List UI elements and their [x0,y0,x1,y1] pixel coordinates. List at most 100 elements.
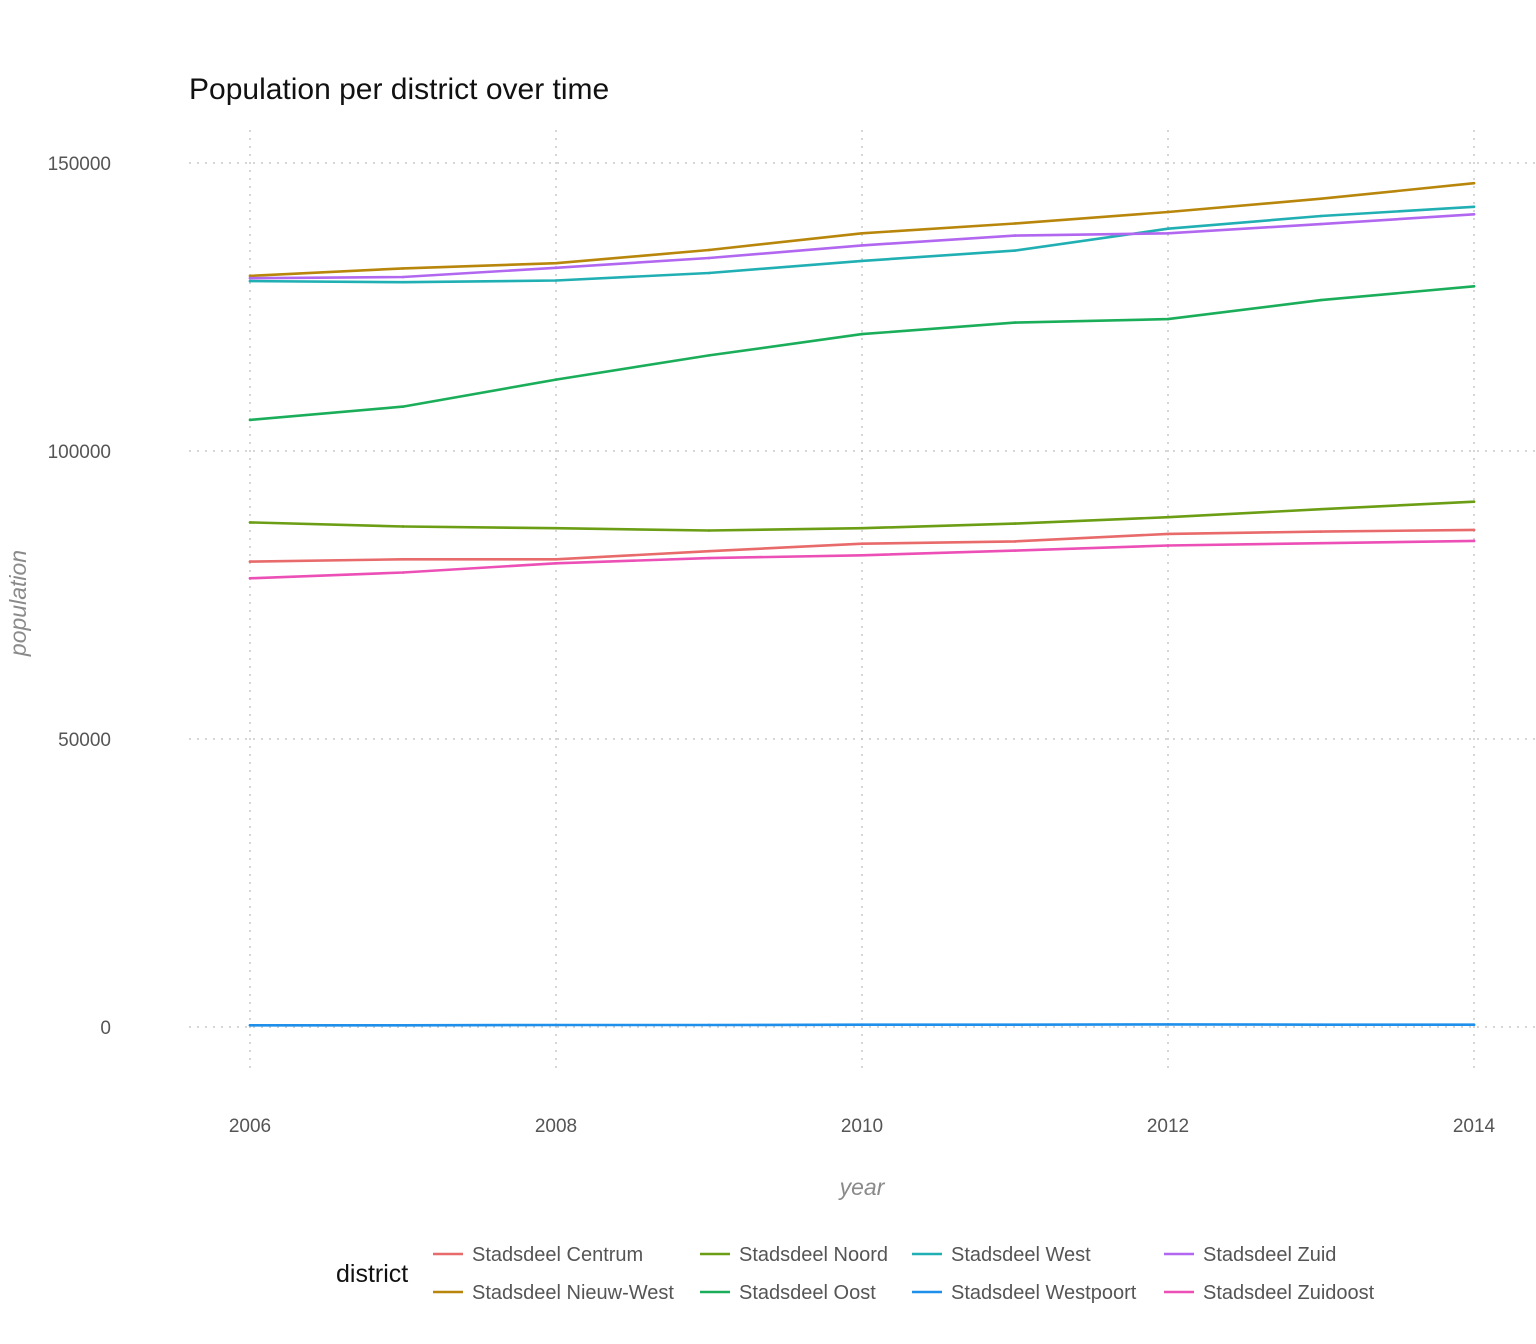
x-axis-label: year [838,1174,886,1200]
data-point-stadsdeel-oost-2011 [1013,321,1017,324]
data-point-stadsdeel-noord-2011 [1013,522,1017,525]
data-point-stadsdeel-zuidoost-2007 [401,571,405,574]
data-point-stadsdeel-nieuw-west-2014 [1472,181,1476,185]
data-point-stadsdeel-zuidoost-2012 [1166,544,1170,547]
data-point-stadsdeel-noord-2009 [707,529,711,532]
series-stadsdeel-noord [248,500,1476,532]
series-stadsdeel-oost [248,284,1476,422]
data-point-stadsdeel-centrum-2007 [401,557,405,561]
data-point-stadsdeel-centrum-2006 [248,560,252,563]
data-point-stadsdeel-zuid-2007 [401,275,405,279]
data-point-stadsdeel-zuidoost-2009 [707,556,711,560]
data-point-stadsdeel-oost-2014 [1472,284,1476,288]
data-point-stadsdeel-west-2011 [1013,249,1017,252]
data-point-stadsdeel-westpoort-2010 [860,1023,864,1026]
series-line-stadsdeel-centrum [248,528,1476,563]
data-point-stadsdeel-zuidoost-2006 [248,576,252,580]
legend-items: Stadsdeel Centrum Stadsdeel Nieuw-West Sta… [433,1244,1375,1304]
data-point-stadsdeel-noord-2013 [1319,507,1323,511]
legend-item-stadsdeel-zuid: Stadsdeel Zuid [1164,1244,1336,1266]
data-point-stadsdeel-nieuw-west-2006 [248,274,252,278]
x-tick-label: 2012 [1147,1116,1189,1137]
data-point-stadsdeel-noord-2007 [401,525,405,528]
y-tick-label: 100000 [48,442,111,463]
data-point-stadsdeel-nieuw-west-2008 [554,261,558,265]
data-point-stadsdeel-westpoort-2007 [401,1023,405,1027]
legend-label-stadsdeel-oost: Stadsdeel Oost [739,1282,876,1304]
legend-item-stadsdeel-oost: Stadsdeel Oost [700,1282,876,1304]
data-point-stadsdeel-noord-2008 [554,526,558,530]
legend-item-stadsdeel-noord: Stadsdeel Noord [700,1244,888,1266]
y-tick-label: 150000 [48,154,111,175]
data-point-stadsdeel-centrum-2011 [1013,540,1017,543]
data-point-stadsdeel-centrum-2010 [860,542,864,546]
x-tick-label: 2006 [229,1116,271,1137]
legend-label-stadsdeel-nieuw-west: Stadsdeel Nieuw-West [472,1282,674,1304]
data-point-stadsdeel-zuid-2011 [1013,234,1017,237]
legend-item-stadsdeel-zuidoost: Stadsdeel Zuidoost [1164,1282,1375,1304]
data-point-stadsdeel-west-2012 [1166,227,1170,230]
series-stadsdeel-west [248,205,1476,284]
legend-label-stadsdeel-westpoort: Stadsdeel Westpoort [951,1282,1137,1304]
data-point-stadsdeel-west-2010 [860,259,864,263]
data-point-stadsdeel-zuidoost-2013 [1319,541,1323,545]
data-point-stadsdeel-noord-2006 [248,521,252,524]
series-stadsdeel-zuid [248,212,1476,280]
data-point-stadsdeel-nieuw-west-2011 [1013,222,1017,225]
data-point-stadsdeel-westpoort-2009 [707,1023,711,1027]
series-lines [248,181,1476,1027]
x-tick-label: 2008 [535,1116,577,1137]
y-axis-label: population [5,550,31,657]
data-point-stadsdeel-nieuw-west-2012 [1166,210,1170,214]
data-point-stadsdeel-zuidoost-2010 [860,553,864,557]
y-tick-label: 0 [100,1018,111,1039]
data-point-stadsdeel-west-2006 [248,279,252,283]
legend-item-stadsdeel-nieuw-west: Stadsdeel Nieuw-West [433,1282,674,1304]
data-point-stadsdeel-nieuw-west-2013 [1319,197,1323,201]
data-point-stadsdeel-zuid-2010 [860,244,864,247]
data-point-stadsdeel-noord-2012 [1166,515,1170,519]
y-axis-ticks: 0 50000 100000 150000 [48,154,111,1039]
legend-item-stadsdeel-centrum: Stadsdeel Centrum [433,1244,643,1266]
data-point-stadsdeel-west-2009 [707,271,711,275]
x-tick-label: 2010 [841,1116,883,1137]
legend-title: district [336,1260,408,1288]
data-point-stadsdeel-centrum-2008 [554,557,558,561]
data-point-stadsdeel-westpoort-2011 [1013,1023,1017,1026]
legend-label-stadsdeel-centrum: Stadsdeel Centrum [472,1244,643,1266]
data-point-stadsdeel-zuid-2008 [554,266,558,270]
data-point-stadsdeel-oost-2007 [401,405,405,408]
data-point-stadsdeel-oost-2010 [860,332,864,336]
data-point-stadsdeel-westpoort-2008 [554,1023,558,1027]
data-point-stadsdeel-zuid-2006 [248,276,252,280]
data-point-stadsdeel-zuid-2014 [1472,212,1476,216]
data-point-stadsdeel-west-2008 [554,279,558,282]
data-point-stadsdeel-centrum-2013 [1319,530,1323,533]
data-point-stadsdeel-zuidoost-2014 [1472,539,1476,543]
series-stadsdeel-westpoort [248,1023,1476,1027]
data-point-stadsdeel-centrum-2009 [707,549,711,553]
series-stadsdeel-nieuw-west [248,181,1476,278]
data-point-stadsdeel-nieuw-west-2010 [860,231,864,235]
legend-label-stadsdeel-west: Stadsdeel West [951,1244,1091,1266]
data-point-stadsdeel-oost-2009 [707,354,711,357]
data-point-stadsdeel-zuid-2012 [1166,231,1170,235]
data-point-stadsdeel-west-2007 [401,280,405,284]
legend: district Stadsdeel Centrum Stadsdeel Nieu… [336,1244,1375,1304]
legend-label-stadsdeel-noord: Stadsdeel Noord [739,1244,888,1266]
legend-label-stadsdeel-zuid: Stadsdeel Zuid [1203,1244,1336,1266]
data-point-stadsdeel-noord-2014 [1472,500,1476,503]
y-tick-label: 50000 [58,730,111,751]
data-point-stadsdeel-oost-2013 [1319,298,1323,302]
data-point-stadsdeel-nieuw-west-2009 [707,248,711,252]
x-tick-label: 2014 [1453,1116,1496,1137]
data-point-stadsdeel-zuidoost-2011 [1013,549,1017,552]
data-point-stadsdeel-westpoort-2013 [1319,1023,1323,1026]
data-point-stadsdeel-oost-2008 [554,378,558,381]
data-point-stadsdeel-zuid-2009 [707,256,711,260]
data-point-stadsdeel-centrum-2012 [1166,532,1170,536]
data-point-stadsdeel-westpoort-2014 [1472,1023,1476,1026]
data-point-stadsdeel-noord-2010 [860,526,864,530]
series-stadsdeel-centrum [248,528,1476,563]
